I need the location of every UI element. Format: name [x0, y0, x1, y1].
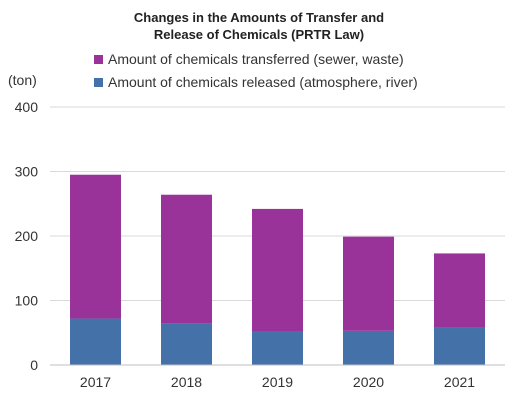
chart-legend: Amount of chemicals transferred (sewer, … [94, 49, 418, 95]
bar-transferred [434, 253, 485, 328]
bar-transferred [343, 236, 394, 331]
legend-swatch-released [94, 77, 103, 87]
x-tick-label: 2020 [353, 374, 384, 390]
legend-item-transferred: Amount of chemicals transferred (sewer, … [94, 49, 418, 69]
bar-transferred [161, 194, 212, 324]
x-tick-label: 2017 [80, 374, 111, 390]
bar-released [343, 330, 394, 365]
y-tick-label: 200 [15, 228, 39, 244]
bar-transferred [252, 208, 303, 332]
bar-released [70, 318, 121, 365]
x-tick-label: 2019 [262, 374, 293, 390]
y-tick-label: 100 [15, 293, 39, 309]
bar-released [434, 327, 485, 365]
legend-label-transferred: Amount of chemicals transferred (sewer, … [108, 51, 404, 67]
legend-swatch-transferred [94, 54, 103, 64]
x-tick-label: 2018 [171, 374, 202, 390]
bar-released [252, 331, 303, 365]
bar-transferred [70, 174, 121, 319]
legend-label-released: Amount of chemicals released (atmosphere… [108, 74, 418, 90]
y-tick-label: 400 [15, 99, 39, 115]
y-tick-label: 0 [30, 357, 38, 373]
chart-title-line-2: Release of Chemicals (PRTR Law) [153, 27, 365, 42]
chart-title-line-1: Changes in the Amounts of Transfer and [133, 10, 385, 25]
y-axis-unit-label: (ton) [8, 72, 37, 88]
bar-released [161, 323, 212, 365]
chart-title: Changes in the Amounts of Transfer and R… [0, 9, 518, 43]
x-tick-label: 2021 [444, 374, 475, 390]
y-tick-label: 300 [15, 164, 39, 180]
legend-item-released: Amount of chemicals released (atmosphere… [94, 72, 418, 92]
